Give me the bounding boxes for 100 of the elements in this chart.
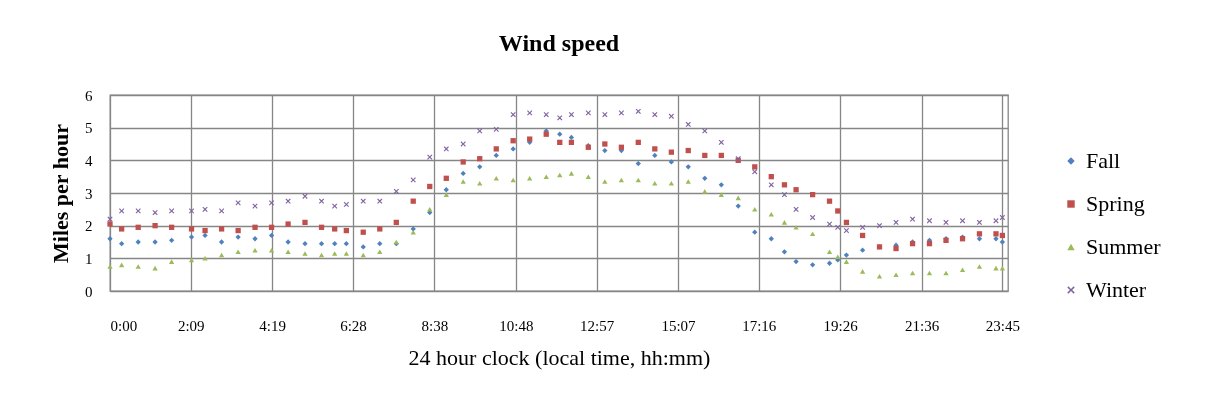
x-tick-label: 4:19 bbox=[259, 317, 287, 334]
point bbox=[318, 240, 325, 247]
point bbox=[543, 174, 549, 179]
point bbox=[393, 188, 399, 195]
point bbox=[332, 251, 338, 256]
point bbox=[318, 198, 325, 204]
point bbox=[152, 209, 158, 216]
point bbox=[460, 159, 466, 165]
point bbox=[752, 207, 758, 212]
point bbox=[793, 258, 799, 265]
point bbox=[527, 176, 533, 181]
point bbox=[702, 189, 708, 194]
point bbox=[685, 121, 691, 128]
point bbox=[410, 177, 416, 183]
point bbox=[835, 208, 841, 214]
point bbox=[202, 206, 208, 212]
point bbox=[377, 249, 383, 255]
x-tick-label: 17:16 bbox=[742, 317, 777, 334]
y-tick-label: 1 bbox=[85, 250, 93, 267]
point bbox=[427, 154, 433, 160]
point bbox=[752, 229, 758, 235]
point bbox=[235, 227, 241, 234]
point bbox=[809, 262, 816, 268]
point bbox=[926, 270, 933, 276]
point bbox=[826, 221, 833, 227]
point bbox=[826, 260, 833, 266]
point bbox=[218, 208, 225, 214]
point bbox=[188, 208, 195, 214]
point bbox=[793, 225, 799, 230]
point bbox=[493, 126, 499, 132]
point bbox=[809, 231, 816, 237]
point bbox=[377, 240, 383, 247]
x-tick-label: 21:36 bbox=[905, 317, 940, 334]
point bbox=[843, 252, 850, 258]
point bbox=[302, 193, 308, 199]
x-axis-title: 24 hour clock (local time, hh:mm) bbox=[408, 344, 711, 370]
point bbox=[302, 219, 308, 226]
point bbox=[218, 226, 225, 232]
point bbox=[959, 267, 966, 273]
point bbox=[460, 179, 466, 184]
point bbox=[993, 218, 999, 224]
point bbox=[568, 134, 575, 141]
point bbox=[859, 224, 866, 230]
point bbox=[318, 252, 325, 258]
point bbox=[107, 264, 113, 269]
point bbox=[893, 245, 899, 252]
point bbox=[752, 164, 758, 170]
y-tick-label: 6 bbox=[85, 87, 93, 104]
point bbox=[781, 220, 788, 225]
point bbox=[493, 146, 499, 152]
point bbox=[959, 218, 966, 224]
point bbox=[477, 128, 483, 134]
point bbox=[668, 113, 674, 119]
point bbox=[332, 240, 338, 247]
point bbox=[652, 146, 658, 152]
point bbox=[427, 207, 433, 212]
point bbox=[343, 240, 349, 247]
point bbox=[119, 262, 125, 268]
point bbox=[119, 240, 125, 247]
point bbox=[618, 110, 625, 116]
point bbox=[685, 179, 691, 184]
point bbox=[859, 247, 866, 253]
point bbox=[768, 182, 774, 188]
point bbox=[119, 226, 125, 232]
point bbox=[235, 249, 241, 255]
x-tick-label: 15:07 bbox=[661, 317, 697, 334]
point bbox=[843, 259, 850, 264]
point bbox=[343, 201, 349, 208]
point bbox=[493, 176, 499, 181]
point bbox=[252, 224, 258, 230]
y-tick-label: 0 bbox=[85, 283, 93, 300]
point bbox=[443, 192, 449, 197]
y-tick-label: 4 bbox=[85, 152, 93, 169]
point bbox=[826, 249, 833, 255]
point bbox=[135, 264, 141, 269]
point bbox=[602, 111, 608, 118]
point bbox=[602, 141, 608, 147]
point bbox=[943, 219, 949, 226]
point bbox=[119, 208, 125, 214]
point bbox=[602, 179, 608, 184]
point bbox=[652, 152, 658, 159]
y-axis-title: Miles per hour bbox=[48, 123, 73, 263]
point bbox=[188, 234, 195, 240]
point bbox=[685, 164, 691, 170]
point bbox=[218, 239, 225, 245]
point bbox=[668, 159, 674, 165]
x-tick-label: 19:26 bbox=[823, 317, 859, 334]
point bbox=[235, 200, 241, 206]
point bbox=[557, 131, 563, 137]
point bbox=[302, 251, 308, 256]
y-tick-label: 3 bbox=[85, 185, 93, 202]
point bbox=[718, 139, 724, 146]
point bbox=[168, 259, 175, 264]
point bbox=[635, 160, 641, 167]
point bbox=[202, 256, 208, 261]
point bbox=[793, 206, 799, 212]
point bbox=[343, 251, 349, 256]
point bbox=[477, 164, 483, 170]
point bbox=[718, 192, 724, 197]
point bbox=[999, 239, 1006, 245]
